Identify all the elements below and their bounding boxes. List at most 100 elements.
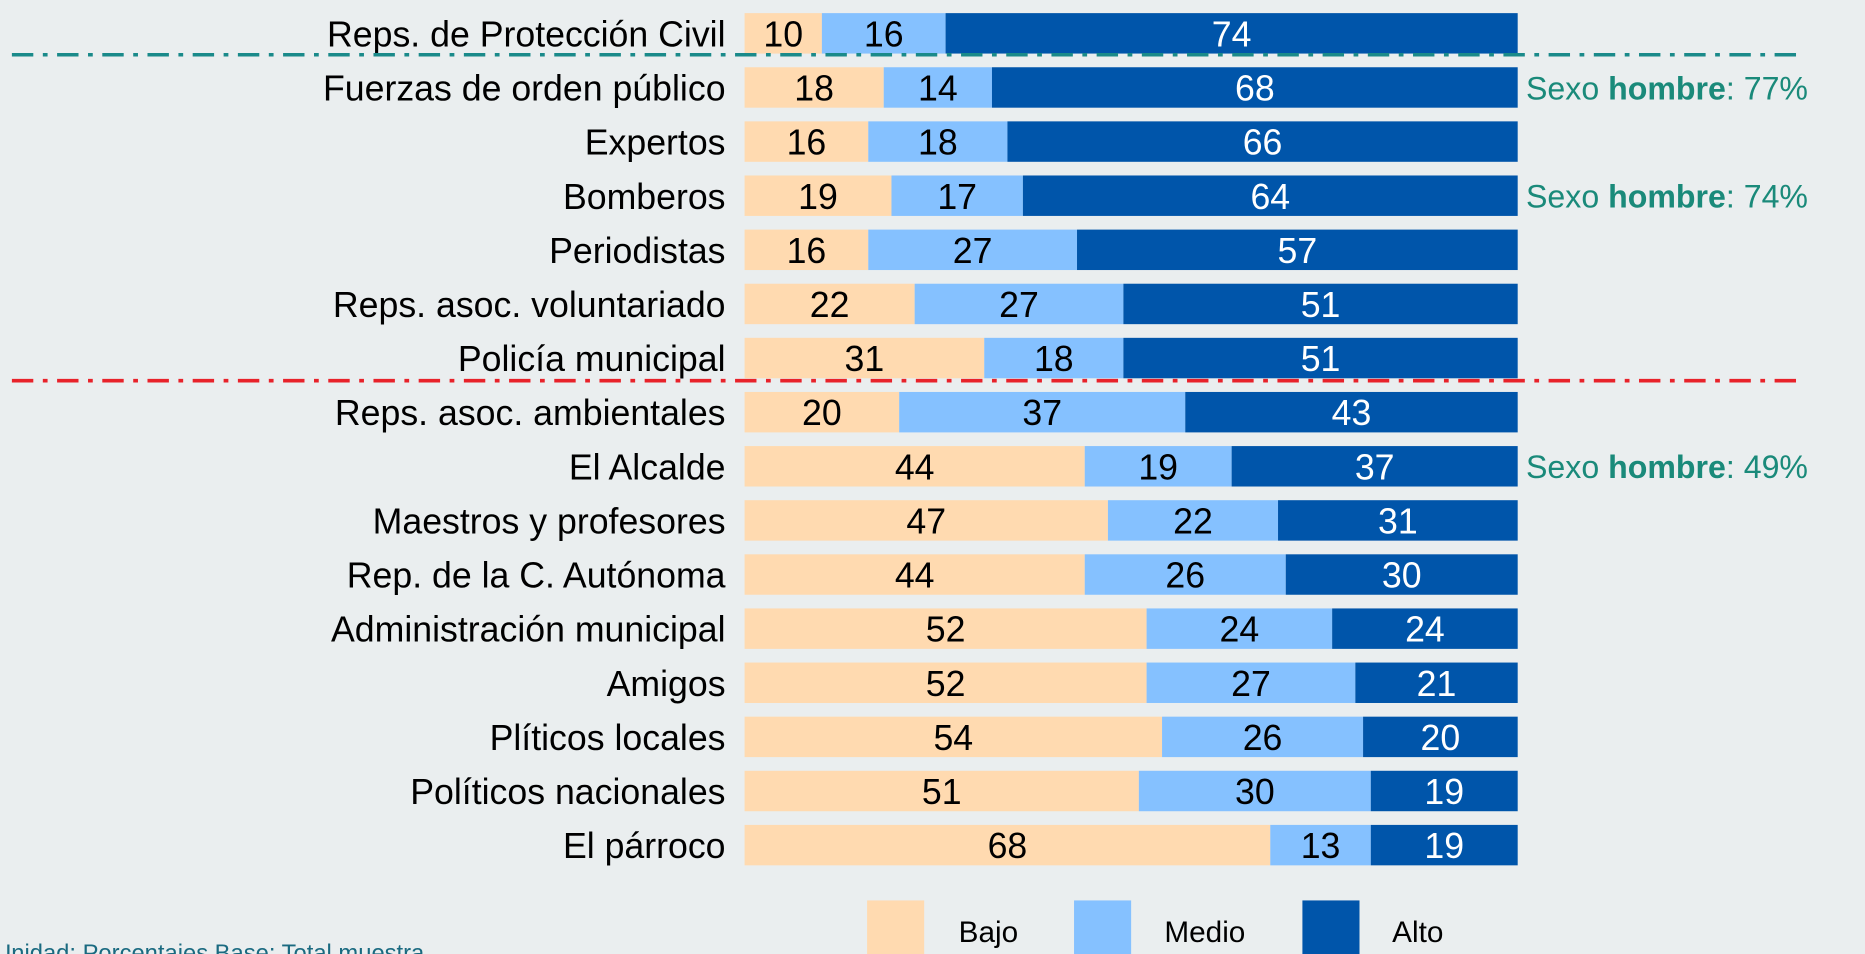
annotation-prefix: Sexo — [1526, 449, 1608, 485]
value-label: 74 — [1212, 14, 1252, 54]
category-label: Maestros y profesores — [373, 501, 726, 541]
value-label: 44 — [895, 556, 935, 596]
value-label: 22 — [810, 285, 850, 325]
legend-swatch — [867, 900, 925, 954]
bar-segment — [1363, 716, 1518, 758]
category-label: Reps. de Protección Civil — [327, 14, 726, 54]
annotation: Sexo hombre: 77% — [1526, 70, 1808, 106]
value-label: 16 — [864, 14, 904, 54]
value-label: 57 — [1278, 231, 1318, 271]
category-label: Administración municipal — [331, 610, 726, 650]
bar-segment — [945, 13, 1518, 54]
value-label: 26 — [1165, 556, 1205, 596]
bar-segment — [1370, 824, 1518, 866]
bar-segment — [744, 175, 892, 216]
bar-segment — [744, 608, 1147, 649]
value-label: 17 — [937, 177, 977, 217]
value-label: 22 — [1173, 501, 1213, 541]
bar-segment — [744, 554, 1085, 595]
bar-segment — [1370, 770, 1518, 812]
value-label: 18 — [794, 69, 834, 109]
value-label: 31 — [845, 339, 885, 379]
bar-segment — [1162, 716, 1364, 758]
bar-segment — [991, 67, 1518, 108]
value-label: 37 — [1022, 393, 1062, 433]
value-label: 64 — [1250, 177, 1290, 217]
value-label: 37 — [1355, 447, 1395, 487]
bar-segment — [1146, 608, 1333, 649]
category-label: El párroco — [563, 826, 726, 866]
category-label: El Alcalde — [569, 447, 726, 487]
bar-segment — [821, 13, 946, 54]
value-label: 47 — [906, 501, 946, 541]
legend-swatch — [1074, 900, 1132, 954]
annotation-bold: hombre — [1608, 449, 1726, 485]
category-label: Fuerzas de orden público — [323, 69, 726, 109]
value-label: 26 — [1243, 718, 1283, 758]
value-label: 19 — [798, 177, 838, 217]
bar-segment — [1107, 500, 1279, 541]
bar-segment — [1022, 175, 1518, 216]
value-label: 52 — [926, 664, 966, 704]
value-label: 18 — [918, 123, 958, 163]
value-label: 24 — [1220, 610, 1260, 650]
value-label: 16 — [787, 231, 827, 271]
value-label: 51 — [922, 772, 962, 812]
value-label: 51 — [1301, 285, 1341, 325]
footnote: Unidad: Porcentajes Base: Total muestra — [0, 940, 425, 954]
bar-segment — [744, 446, 1085, 487]
value-label: 68 — [988, 826, 1028, 866]
bar-segment — [1077, 229, 1518, 271]
value-label: 27 — [953, 231, 993, 271]
bar-segment — [744, 824, 1271, 866]
bar-segment — [1084, 446, 1232, 487]
annotation: Sexo hombre: 74% — [1526, 179, 1808, 215]
annotation-suffix: : 49% — [1726, 449, 1808, 485]
value-label: 21 — [1417, 664, 1457, 704]
bar-segment — [744, 337, 985, 379]
value-label: 20 — [1421, 718, 1461, 758]
bar-segment — [868, 229, 1078, 271]
value-label: 18 — [1034, 339, 1074, 379]
bar-segment — [1185, 391, 1518, 433]
value-label: 27 — [999, 285, 1039, 325]
bar-segment — [914, 283, 1124, 325]
bar-segment — [1146, 662, 1356, 703]
bar-segment — [744, 391, 900, 433]
bar-segment — [744, 67, 884, 108]
value-label: 16 — [787, 123, 827, 163]
legend-label: Alto — [1392, 916, 1443, 949]
value-label: 19 — [1138, 447, 1178, 487]
legend-label: Medio — [1164, 916, 1245, 949]
bar-segment — [984, 337, 1124, 379]
value-label: 24 — [1405, 610, 1445, 650]
bar-segment — [1123, 283, 1518, 325]
bar-segment — [1355, 662, 1518, 703]
bar-segment — [1332, 608, 1518, 649]
annotation: Sexo hombre: 49% — [1526, 449, 1808, 485]
bar-segment — [744, 229, 869, 271]
annotation-bold: hombre — [1608, 179, 1726, 215]
bar-segment — [744, 770, 1139, 812]
value-label: 20 — [802, 393, 842, 433]
value-label: 14 — [918, 69, 958, 109]
category-label: Amigos — [607, 664, 726, 704]
value-label: 19 — [1424, 826, 1464, 866]
bar-segment — [744, 13, 822, 54]
bar-segment — [744, 716, 1163, 758]
category-label: Bomberos — [563, 177, 726, 217]
bar-segment — [899, 391, 1186, 433]
value-label: 43 — [1332, 393, 1372, 433]
bar-segment — [1285, 554, 1518, 595]
category-label: Rep. de la C. Autónoma — [347, 556, 726, 596]
value-label: 13 — [1301, 826, 1341, 866]
value-label: 52 — [926, 610, 966, 650]
annotation-prefix: Sexo — [1526, 179, 1608, 215]
value-label: 68 — [1235, 69, 1275, 109]
category-label: Políticos nacionales — [410, 772, 725, 812]
value-label: 30 — [1382, 556, 1422, 596]
annotation-suffix: : 77% — [1726, 70, 1808, 106]
legend-swatch — [1302, 900, 1360, 954]
bar-segment — [883, 67, 992, 108]
value-label: 27 — [1231, 664, 1271, 704]
